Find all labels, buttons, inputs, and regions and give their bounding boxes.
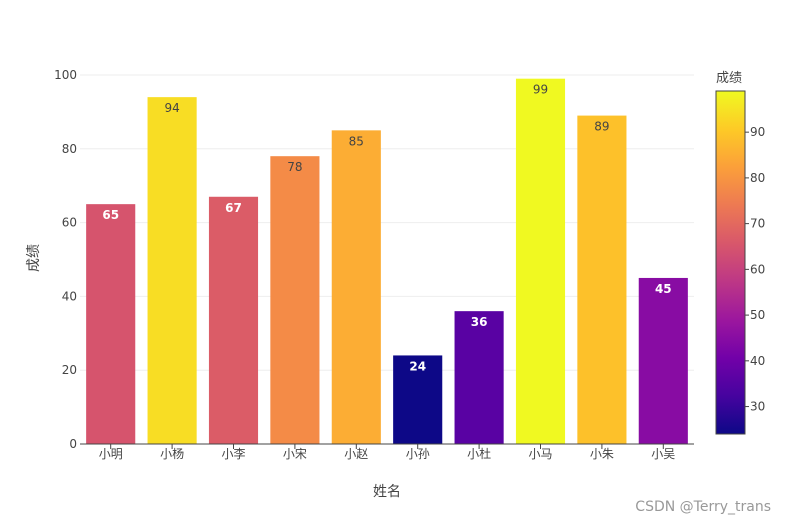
y-axis-title: 成绩 — [26, 244, 42, 272]
x-tick-label: 小杜 — [467, 446, 491, 461]
bar-0 — [86, 204, 136, 444]
y-tick-label: 100 — [54, 68, 77, 82]
colorbar-tick-label: 30 — [750, 400, 765, 414]
bar-value-label: 24 — [409, 359, 426, 373]
x-axis-title: 姓名 — [373, 484, 401, 500]
x-tick-label: 小李 — [221, 446, 245, 461]
x-tick-label: 小吴 — [651, 447, 675, 461]
bar-value-label: 67 — [225, 201, 242, 215]
axes: 0 20 40 60 80 100 小明 小杨 小李 小宋 小赵 小孙 小杜 小马 小朱 小吴 — [54, 68, 694, 461]
x-tick-label: 小孙 — [406, 447, 430, 461]
y-tick-label: 0 — [69, 437, 77, 451]
bar-value-label: 45 — [655, 282, 672, 296]
bar-value-labels: 65 94 67 78 85 24 36 99 89 45 — [102, 83, 671, 374]
x-tick-label: 小杨 — [160, 446, 184, 461]
bar-2 — [208, 196, 259, 444]
watermark: CSDN @Terry_trans — [635, 499, 771, 515]
bar-value-label: 65 — [102, 208, 119, 222]
colorbar-gradient — [715, 90, 746, 435]
bar-value-label: 78 — [287, 160, 302, 174]
bar-6 — [454, 311, 504, 444]
bar-5 — [393, 355, 443, 444]
colorbar: 成绩 30 40 50 60 70 80 90 — [715, 71, 765, 435]
y-tick-label: 60 — [62, 216, 77, 230]
bar-value-label: 85 — [349, 134, 364, 148]
bar-value-label: 99 — [533, 83, 548, 97]
bar-value-label: 36 — [471, 315, 488, 329]
x-tick-label: 小宋 — [283, 446, 307, 461]
y-tick-label: 20 — [62, 363, 77, 377]
bar-1 — [147, 97, 197, 444]
x-tick-label: 小朱 — [590, 447, 614, 461]
x-tick-label: 小马 — [528, 447, 552, 461]
colorbar-title: 成绩 — [716, 71, 742, 86]
colorbar-tick-label: 70 — [750, 217, 765, 231]
colorbar-tick-label: 80 — [750, 171, 765, 185]
x-tick-label: 小赵 — [344, 447, 368, 461]
colorbar-tick-label: 90 — [750, 125, 765, 139]
bar-9 — [638, 277, 688, 444]
bar-8 — [577, 115, 627, 444]
colorbar-tick-label: 40 — [750, 354, 765, 368]
bars — [86, 78, 688, 444]
bar-3 — [270, 156, 320, 444]
colorbar-tick-label: 60 — [750, 262, 765, 276]
x-tick-label: 小明 — [99, 447, 123, 461]
y-tick-label: 40 — [62, 289, 77, 303]
y-tick-label: 80 — [62, 142, 77, 156]
bar-4 — [331, 130, 381, 444]
bar-value-label: 94 — [164, 101, 179, 115]
bar-value-label: 89 — [594, 120, 609, 134]
bar-7 — [515, 78, 566, 444]
colorbar-tick-label: 50 — [750, 308, 765, 322]
